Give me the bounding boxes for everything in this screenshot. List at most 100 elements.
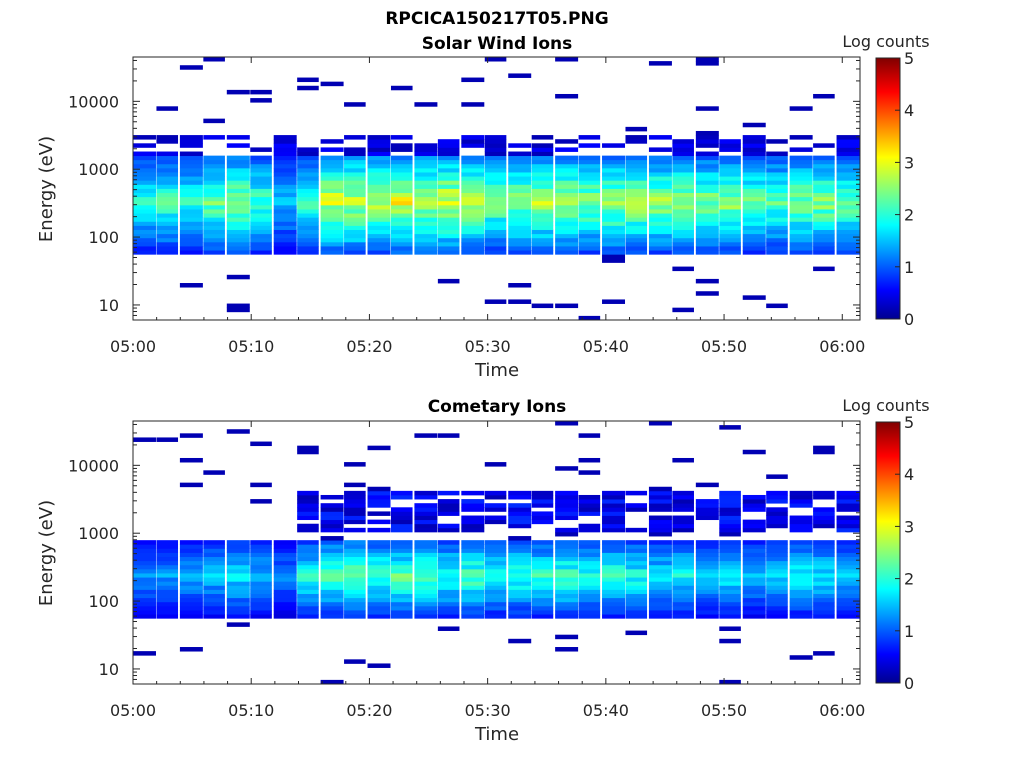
heatmap-cell bbox=[625, 229, 648, 235]
heatmap-cell bbox=[297, 250, 319, 255]
heatmap-cell bbox=[625, 180, 648, 185]
heatmap-cell bbox=[578, 503, 601, 508]
heatmap-cell bbox=[297, 490, 319, 496]
heatmap-cell bbox=[250, 167, 272, 173]
heatmap-cell bbox=[602, 605, 626, 611]
heatmap-cell bbox=[344, 159, 366, 165]
heatmap-cell bbox=[390, 229, 413, 235]
heatmap-cell bbox=[437, 151, 460, 157]
heatmap-cell bbox=[695, 196, 719, 202]
heatmap-cell bbox=[273, 614, 297, 619]
heatmap-cell bbox=[508, 250, 532, 255]
heatmap-cell bbox=[766, 237, 788, 243]
heatmap-cell bbox=[179, 614, 203, 619]
heatmap-cell bbox=[602, 192, 626, 198]
heatmap-cell bbox=[250, 98, 272, 103]
heatmap-cell bbox=[578, 176, 601, 181]
heatmap-cell bbox=[226, 560, 250, 566]
heatmap-cell bbox=[508, 503, 532, 508]
heatmap-cell bbox=[508, 241, 532, 247]
heatmap-cell bbox=[484, 204, 507, 210]
heatmap-cell bbox=[813, 188, 835, 194]
heatmap-cell bbox=[742, 143, 766, 148]
heatmap-cell bbox=[672, 225, 694, 230]
heatmap-cell bbox=[742, 172, 766, 177]
heatmap-cell bbox=[273, 217, 297, 222]
heatmap-cell bbox=[250, 544, 272, 549]
heatmap-cell bbox=[320, 494, 344, 500]
x-tick-label: 06:00 bbox=[819, 337, 865, 356]
heatmap-cell bbox=[836, 490, 860, 496]
heatmap-cell bbox=[320, 573, 344, 578]
heatmap-cell bbox=[625, 221, 648, 226]
heatmap-cell bbox=[508, 246, 532, 251]
heatmap-cell bbox=[179, 225, 203, 230]
heatmap-cell bbox=[836, 552, 860, 558]
heatmap-cell bbox=[273, 209, 297, 214]
heatmap-cell bbox=[414, 176, 438, 181]
heatmap-cell bbox=[250, 159, 272, 165]
heatmap-cell bbox=[578, 209, 601, 214]
heatmap-cell bbox=[813, 515, 835, 521]
heatmap-cell bbox=[297, 246, 319, 251]
heatmap-cell bbox=[695, 515, 719, 521]
heatmap-cell bbox=[625, 585, 648, 590]
heatmap-cell bbox=[672, 614, 694, 619]
heatmap-cell bbox=[672, 601, 694, 607]
heatmap-cell bbox=[836, 184, 860, 189]
heatmap-cell bbox=[789, 196, 813, 202]
heatmap-cell bbox=[602, 172, 626, 177]
heatmap-cell bbox=[742, 614, 766, 619]
heatmap-cell bbox=[766, 552, 788, 558]
heatmap-cell bbox=[672, 172, 694, 177]
heatmap-cell bbox=[320, 585, 344, 590]
heatmap-cell bbox=[648, 593, 672, 599]
heatmap-cell bbox=[555, 246, 579, 251]
heatmap-cell bbox=[695, 597, 719, 603]
heatmap-cell bbox=[320, 225, 344, 230]
heatmap-cell bbox=[273, 180, 297, 185]
heatmap-cell bbox=[414, 605, 438, 611]
heatmap-cell bbox=[836, 515, 860, 521]
heatmap-cell bbox=[390, 85, 413, 91]
heatmap-cell bbox=[320, 556, 344, 562]
heatmap-cell bbox=[836, 233, 860, 239]
heatmap-cell bbox=[414, 217, 438, 222]
heatmap-cell bbox=[156, 167, 179, 173]
heatmap-cell bbox=[461, 217, 485, 222]
heatmap-cell bbox=[344, 217, 366, 222]
heatmap-cell bbox=[390, 490, 413, 496]
heatmap-cell bbox=[273, 143, 297, 148]
heatmap-cell bbox=[789, 552, 813, 558]
heatmap-cell bbox=[437, 585, 460, 590]
heatmap-cell bbox=[813, 184, 835, 189]
heatmap-cell bbox=[390, 610, 413, 615]
heatmap-cell bbox=[203, 233, 225, 239]
heatmap-cell bbox=[226, 585, 250, 590]
heatmap-cell bbox=[508, 519, 532, 525]
heatmap-cell bbox=[836, 213, 860, 218]
heatmap-cell bbox=[390, 515, 413, 521]
heatmap-cell bbox=[273, 172, 297, 177]
heatmap-cell bbox=[437, 188, 460, 194]
heatmap-cell bbox=[672, 494, 694, 500]
heatmap-cell bbox=[695, 568, 719, 574]
heatmap-cell bbox=[414, 172, 438, 177]
heatmap-cell bbox=[555, 507, 579, 512]
heatmap-cell bbox=[414, 560, 438, 566]
heatmap-cell bbox=[250, 482, 272, 488]
heatmap-cell bbox=[484, 209, 507, 214]
heatmap-cell bbox=[719, 163, 741, 169]
heatmap-cell bbox=[367, 163, 391, 169]
heatmap-cell bbox=[555, 229, 579, 235]
heatmap-cell bbox=[344, 209, 366, 214]
heatmap-cell bbox=[578, 225, 601, 230]
heatmap-cell bbox=[742, 597, 766, 603]
heatmap-cell bbox=[461, 139, 485, 144]
heatmap-cell bbox=[531, 303, 554, 309]
heatmap-cell bbox=[625, 610, 648, 615]
heatmap-cell bbox=[555, 159, 579, 165]
heatmap-cell bbox=[813, 159, 835, 165]
solar-wind-axes-box bbox=[132, 56, 861, 321]
heatmap-cell bbox=[367, 568, 391, 574]
